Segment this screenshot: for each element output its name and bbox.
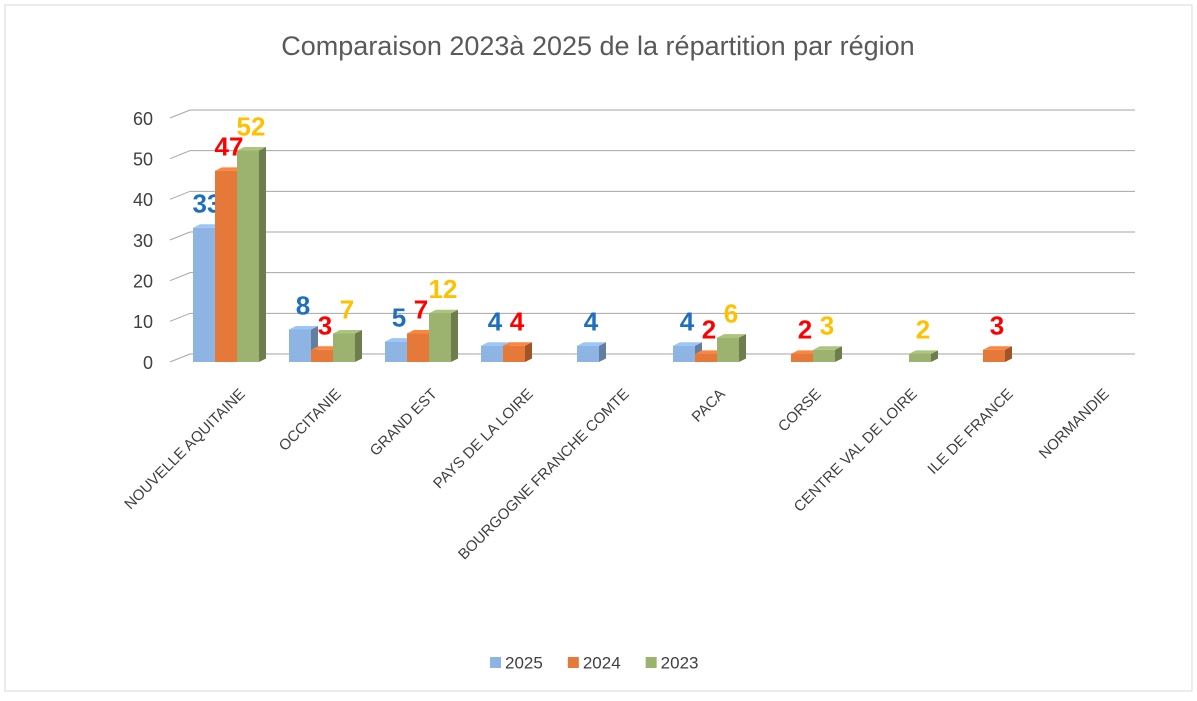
data-label: 3 (820, 311, 834, 341)
bar-top (813, 346, 842, 350)
y-tick-label: 10 (133, 312, 153, 332)
bar (983, 349, 1005, 362)
bar-side (599, 342, 606, 362)
bar-side (525, 342, 532, 362)
data-label: 8 (296, 290, 310, 320)
bar-top (983, 346, 1012, 350)
grid-line (169, 190, 1135, 200)
data-label: 7 (340, 294, 354, 324)
bar (717, 337, 739, 362)
bar-top (695, 350, 724, 354)
bar (813, 349, 835, 362)
data-label: 2 (916, 315, 930, 345)
data-label: 4 (680, 307, 695, 337)
data-label: 4 (584, 307, 599, 337)
bar-top (481, 342, 510, 346)
data-label: 2 (798, 315, 812, 345)
y-tick-label: 0 (143, 353, 153, 373)
data-label: 3 (318, 311, 332, 341)
bar-top (429, 309, 458, 314)
y-tick-label: 20 (133, 271, 153, 291)
y-tick-label: 40 (133, 190, 153, 210)
bar-top (385, 338, 414, 342)
legend-swatch (567, 657, 579, 668)
bar-top (717, 334, 746, 338)
bar (333, 333, 355, 362)
data-label: 2 (702, 315, 716, 345)
bar-top (215, 167, 244, 171)
bar (481, 345, 503, 362)
bar (791, 353, 813, 362)
bar-top (407, 330, 436, 334)
bar-top (289, 325, 318, 330)
y-tick-label: 30 (133, 231, 153, 251)
bar-side (259, 147, 266, 362)
legend-swatch (645, 657, 657, 668)
grid-line (169, 312, 1135, 322)
bar-side (835, 346, 842, 362)
bar (289, 329, 311, 362)
data-label: 7 (414, 294, 428, 324)
bar-top (503, 342, 532, 346)
bar (673, 345, 695, 362)
bar (385, 341, 407, 362)
bar-top (909, 350, 938, 354)
bar-side (451, 309, 458, 362)
bar (909, 353, 931, 362)
bar-top (577, 342, 606, 346)
data-label: 6 (724, 298, 738, 328)
bar-top (237, 147, 266, 151)
bar-top (193, 224, 222, 228)
bar-top (333, 330, 362, 334)
bar (215, 170, 237, 362)
bar-top (311, 346, 340, 350)
bar (577, 345, 599, 362)
bar (695, 353, 717, 362)
chart-title: Comparaison 2023à 2025 de la répartition… (281, 31, 914, 61)
grid-line (169, 150, 1135, 160)
bar-side (739, 334, 746, 362)
y-tick-label: 50 (133, 149, 153, 169)
bar-side (355, 330, 362, 362)
legend-swatch (490, 657, 501, 668)
data-label: 52 (237, 111, 266, 141)
bar (193, 227, 215, 362)
data-label: 3 (990, 311, 1004, 341)
bar (407, 333, 429, 362)
bar (311, 349, 333, 362)
legend-label: 2023 (661, 653, 699, 672)
legend-label: 2025 (505, 653, 543, 672)
data-label: 5 (392, 303, 406, 333)
grid-line (169, 231, 1135, 241)
data-label: 4 (488, 307, 503, 337)
data-label: 12 (429, 274, 458, 304)
bar-side (931, 350, 938, 362)
bar-side (1005, 346, 1012, 362)
y-tick-label: 60 (133, 109, 153, 129)
data-label: 4 (510, 307, 525, 337)
grid-line (169, 272, 1135, 282)
bar (237, 150, 259, 362)
grid-line (169, 109, 1135, 119)
bar-top (791, 350, 820, 354)
bar-top (673, 342, 702, 346)
bar (503, 345, 525, 362)
legend-label: 2024 (583, 653, 621, 672)
bar (429, 313, 451, 362)
